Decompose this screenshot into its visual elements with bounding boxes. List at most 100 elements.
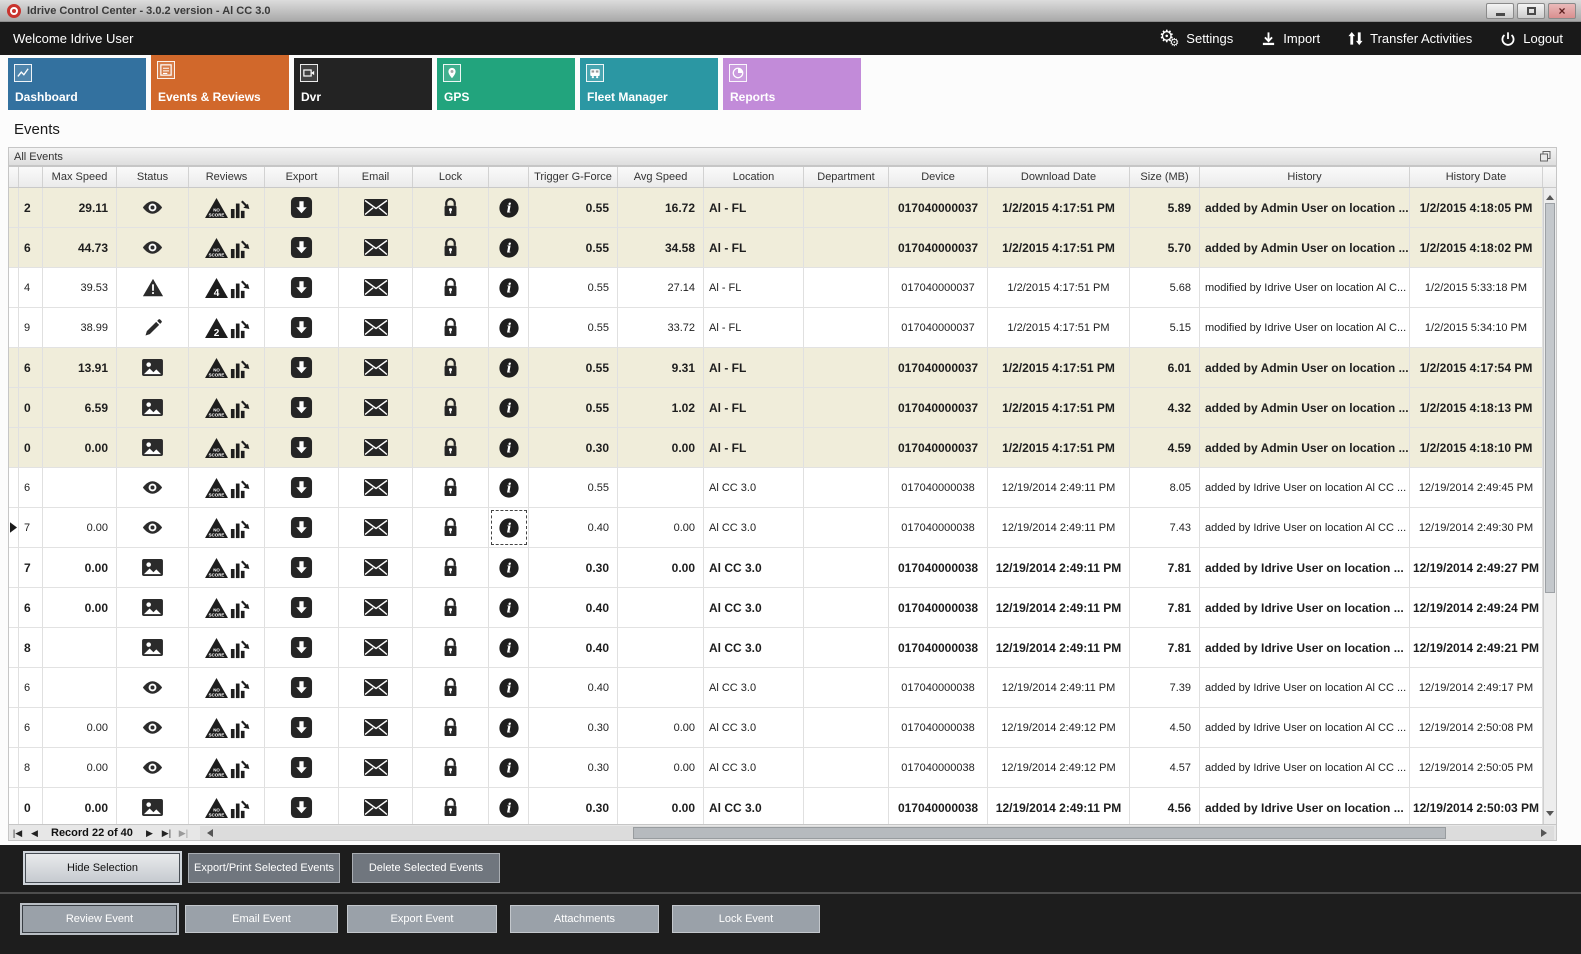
info-cell[interactable]: i — [489, 188, 529, 227]
attachments-button[interactable]: Attachments — [510, 905, 659, 933]
info-cell[interactable]: i — [489, 468, 529, 507]
scroll-down-icon[interactable] — [1546, 811, 1554, 820]
restore-panel-icon[interactable] — [1540, 151, 1551, 162]
export-cell[interactable] — [265, 468, 339, 507]
info-cell[interactable]: i — [489, 628, 529, 667]
hide-selection-button[interactable]: Hide Selection — [25, 853, 180, 883]
table-row[interactable]: 7 0.00 NO SCORE i 0.40 0.00 Al CC 3.0 0170400000… — [9, 508, 1543, 548]
col-header-history[interactable]: History — [1200, 167, 1410, 187]
lock-cell[interactable] — [413, 628, 489, 667]
table-row[interactable]: 6 13.91 NO SCORE i 0.55 9.31 Al - FL 01704000003… — [9, 348, 1543, 388]
reviews-cell[interactable]: NO SCORE — [189, 628, 265, 667]
reviews-cell[interactable]: NO SCORE — [189, 468, 265, 507]
email-cell[interactable] — [339, 428, 413, 467]
table-row[interactable]: 2 29.11 NO SCORE i 0.55 16.72 Al - FL 0170400000… — [9, 188, 1543, 228]
lock-cell[interactable] — [413, 468, 489, 507]
status-cell[interactable] — [117, 188, 189, 227]
col-header-trigger-g-force[interactable]: Trigger G-Force — [529, 167, 618, 187]
lock-cell[interactable] — [413, 308, 489, 347]
info-cell[interactable]: i — [489, 228, 529, 267]
lock-cell[interactable] — [413, 508, 489, 547]
col-header-blank-0[interactable] — [9, 167, 19, 187]
table-row[interactable]: 8 0.00 NO SCORE i 0.30 0.00 Al CC 3.0 0170400000… — [9, 748, 1543, 788]
lock-cell[interactable] — [413, 428, 489, 467]
email-cell[interactable] — [339, 348, 413, 387]
tab-dvr[interactable]: Dvr — [294, 58, 432, 110]
status-cell[interactable] — [117, 468, 189, 507]
info-cell[interactable]: i — [489, 788, 529, 824]
lock-event-button[interactable]: Lock Event — [672, 905, 820, 933]
table-row[interactable]: 6 NO SCORE i 0.55 Al CC 3.0 017040000038 12/19/… — [9, 468, 1543, 508]
col-header-lock[interactable]: Lock — [413, 167, 489, 187]
horizontal-scrollbar-thumb[interactable] — [633, 826, 1446, 839]
scroll-up-icon[interactable] — [1546, 191, 1554, 200]
scroll-right-icon[interactable] — [1541, 828, 1551, 837]
export-cell[interactable] — [265, 708, 339, 747]
export-cell[interactable] — [265, 788, 339, 824]
minimize-button[interactable] — [1486, 2, 1514, 19]
col-header-history-date[interactable]: History Date — [1410, 167, 1543, 187]
status-cell[interactable] — [117, 388, 189, 427]
status-cell[interactable] — [117, 748, 189, 787]
tab-gps[interactable]: GPS — [437, 58, 575, 110]
email-cell[interactable] — [339, 668, 413, 707]
info-cell[interactable]: i — [489, 348, 529, 387]
table-row[interactable]: 6 0.00 NO SCORE i 0.30 0.00 Al CC 3.0 0170400000… — [9, 708, 1543, 748]
export-cell[interactable] — [265, 668, 339, 707]
import-button[interactable]: Import — [1261, 31, 1320, 46]
col-header-reviews[interactable]: Reviews — [189, 167, 265, 187]
email-cell[interactable] — [339, 508, 413, 547]
reviews-cell[interactable]: NO SCORE — [189, 428, 265, 467]
export-cell[interactable] — [265, 508, 339, 547]
info-cell[interactable]: i — [489, 428, 529, 467]
table-row[interactable]: 6 NO SCORE i 0.40 Al CC 3.0 017040000038 12/19/… — [9, 668, 1543, 708]
reviews-cell[interactable]: NO SCORE — [189, 228, 265, 267]
email-cell[interactable] — [339, 228, 413, 267]
close-button[interactable]: × — [1548, 2, 1576, 19]
info-cell[interactable]: i — [489, 708, 529, 747]
email-cell[interactable] — [339, 188, 413, 227]
export-cell[interactable] — [265, 308, 339, 347]
col-header-blank-1[interactable] — [19, 167, 43, 187]
info-cell[interactable]: i — [489, 308, 529, 347]
col-header-status[interactable]: Status — [117, 167, 189, 187]
email-event-button[interactable]: Email Event — [185, 905, 338, 933]
status-cell[interactable] — [117, 708, 189, 747]
info-cell[interactable]: i — [489, 588, 529, 627]
table-row[interactable]: 7 0.00 NO SCORE i 0.30 0.00 Al CC 3.0 0170400000… — [9, 548, 1543, 588]
export-print-selected-events-button[interactable]: Export/Print Selected Events — [188, 853, 340, 883]
logout-button[interactable]: Logout — [1500, 31, 1563, 47]
email-cell[interactable] — [339, 388, 413, 427]
email-cell[interactable] — [339, 628, 413, 667]
col-header-avg-speed[interactable]: Avg Speed — [618, 167, 704, 187]
reviews-cell[interactable]: NO SCORE — [189, 748, 265, 787]
col-header-export[interactable]: Export — [265, 167, 339, 187]
col-header-max-speed[interactable]: Max Speed — [43, 167, 117, 187]
first-record-button[interactable]: |◀ — [12, 827, 23, 838]
export-cell[interactable] — [265, 388, 339, 427]
email-cell[interactable] — [339, 268, 413, 307]
email-cell[interactable] — [339, 308, 413, 347]
status-cell[interactable] — [117, 348, 189, 387]
reviews-cell[interactable]: NO SCORE — [189, 508, 265, 547]
lock-cell[interactable] — [413, 228, 489, 267]
export-cell[interactable] — [265, 268, 339, 307]
status-cell[interactable] — [117, 668, 189, 707]
reviews-cell[interactable]: NO SCORE — [189, 788, 265, 824]
email-cell[interactable] — [339, 748, 413, 787]
tab-fleet-manager[interactable]: Fleet Manager — [580, 58, 718, 110]
delete-selected-events-button[interactable]: Delete Selected Events — [352, 853, 500, 883]
lock-cell[interactable] — [413, 388, 489, 427]
reviews-cell[interactable]: 4 — [189, 268, 265, 307]
lock-cell[interactable] — [413, 708, 489, 747]
lock-cell[interactable] — [413, 268, 489, 307]
status-cell[interactable] — [117, 308, 189, 347]
status-cell[interactable] — [117, 628, 189, 667]
reviews-cell[interactable]: NO SCORE — [189, 668, 265, 707]
next-page-button[interactable]: ▶| — [178, 827, 189, 838]
table-row[interactable]: 9 38.99 2 i 0.55 33.72 Al - FL 017040000037 1/2/… — [9, 308, 1543, 348]
col-header-device[interactable]: Device — [889, 167, 988, 187]
reviews-cell[interactable]: NO SCORE — [189, 188, 265, 227]
email-cell[interactable] — [339, 788, 413, 824]
export-cell[interactable] — [265, 188, 339, 227]
